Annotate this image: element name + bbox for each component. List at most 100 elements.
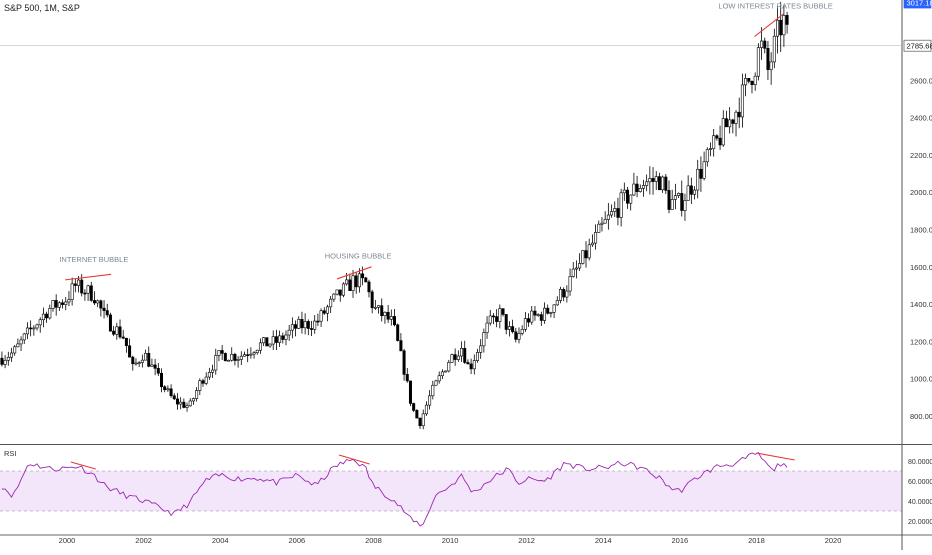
candle-body bbox=[706, 150, 708, 162]
candle-body bbox=[151, 365, 153, 366]
candle-body bbox=[285, 335, 287, 339]
candle-body bbox=[448, 362, 450, 371]
candle-body bbox=[90, 286, 92, 301]
candle-body bbox=[684, 200, 686, 210]
candle-body bbox=[173, 396, 175, 399]
candle-body bbox=[783, 15, 785, 35]
candle-body bbox=[444, 371, 446, 372]
candle-body bbox=[572, 269, 574, 276]
candle-body bbox=[29, 328, 31, 329]
candle-body bbox=[352, 276, 354, 291]
candle-body bbox=[282, 336, 284, 340]
candle-body bbox=[626, 190, 628, 203]
candle-body bbox=[425, 405, 427, 414]
candle-body bbox=[486, 323, 488, 333]
candle-body bbox=[419, 418, 421, 426]
rsi-tick-label: 80.0000 bbox=[908, 459, 932, 466]
candle-body bbox=[422, 414, 424, 426]
candle-body bbox=[45, 314, 47, 318]
candle-body bbox=[681, 193, 683, 210]
time-tick-label: 2004 bbox=[212, 536, 229, 545]
candle-body bbox=[218, 350, 220, 355]
bubble-annotation: INTERNET BUBBLE bbox=[59, 255, 128, 264]
candle-body bbox=[607, 215, 609, 219]
candle-body bbox=[358, 274, 360, 287]
candle-body bbox=[20, 340, 22, 344]
time-tick-label: 2002 bbox=[135, 536, 152, 545]
candle-body bbox=[26, 328, 28, 334]
candle-body bbox=[412, 403, 414, 410]
candle-body bbox=[355, 276, 357, 287]
candle-body bbox=[208, 372, 210, 377]
candle-body bbox=[642, 186, 644, 189]
candle-body bbox=[109, 315, 111, 331]
candle-body bbox=[183, 402, 185, 407]
last-price-label: 2785.68 bbox=[907, 42, 932, 51]
candle-body bbox=[467, 362, 469, 363]
time-tick-label: 2010 bbox=[442, 536, 459, 545]
candle-body bbox=[13, 347, 15, 353]
candle-body bbox=[403, 351, 405, 375]
candle-body bbox=[636, 184, 638, 192]
candle-body bbox=[384, 312, 386, 315]
candle-body bbox=[272, 337, 274, 344]
candle-body bbox=[119, 327, 121, 337]
candle-body bbox=[288, 330, 290, 335]
candle-body bbox=[269, 344, 271, 346]
candle-body bbox=[476, 352, 478, 360]
candle-body bbox=[116, 327, 118, 334]
candle-body bbox=[732, 120, 734, 124]
candle-body bbox=[709, 149, 711, 150]
candle-body bbox=[550, 312, 552, 313]
candle-body bbox=[492, 316, 494, 317]
candle-body bbox=[578, 263, 580, 268]
candle-body bbox=[103, 308, 105, 310]
candle-body bbox=[748, 78, 750, 81]
candle-body bbox=[74, 284, 76, 286]
candle-body bbox=[674, 196, 676, 200]
candle-body bbox=[205, 377, 207, 383]
candle-body bbox=[125, 338, 127, 346]
candle-body bbox=[700, 169, 702, 178]
candle-body bbox=[661, 177, 663, 190]
candle-body bbox=[438, 376, 440, 381]
candle-body bbox=[192, 399, 194, 401]
candle-body bbox=[703, 162, 705, 179]
candle-body bbox=[361, 274, 363, 278]
candle-body bbox=[154, 365, 156, 368]
candle-body bbox=[294, 325, 296, 329]
candle-body bbox=[633, 184, 635, 195]
candle-body bbox=[620, 193, 622, 218]
candle-body bbox=[435, 381, 437, 385]
candle-body bbox=[246, 355, 248, 356]
candle-body bbox=[575, 268, 577, 269]
candle-body bbox=[215, 355, 217, 370]
candle-body bbox=[617, 208, 619, 217]
candle-body bbox=[470, 364, 472, 369]
candle-body bbox=[524, 319, 526, 330]
candle-body bbox=[23, 334, 25, 340]
candle-body bbox=[138, 363, 140, 364]
candle-body bbox=[735, 112, 737, 123]
candle-body bbox=[553, 305, 555, 312]
candle-body bbox=[505, 314, 507, 329]
candle-body bbox=[483, 333, 485, 346]
candle-body bbox=[240, 356, 242, 359]
candle-body bbox=[195, 391, 197, 399]
price-tick-label: 1600.00 bbox=[910, 263, 932, 272]
candle-body bbox=[237, 359, 239, 360]
candle-body bbox=[547, 308, 549, 313]
price-tick-label: 2000.00 bbox=[910, 188, 932, 197]
candle-body bbox=[371, 292, 373, 308]
candle-body bbox=[712, 136, 714, 149]
candle-body bbox=[540, 315, 542, 321]
candle-body bbox=[751, 81, 753, 84]
candle-body bbox=[87, 286, 89, 293]
candle-body bbox=[527, 319, 529, 323]
candle-body bbox=[697, 169, 699, 190]
candle-body bbox=[534, 311, 536, 315]
candle-body bbox=[460, 348, 462, 356]
candle-body bbox=[167, 389, 169, 390]
candle-body bbox=[432, 385, 434, 396]
